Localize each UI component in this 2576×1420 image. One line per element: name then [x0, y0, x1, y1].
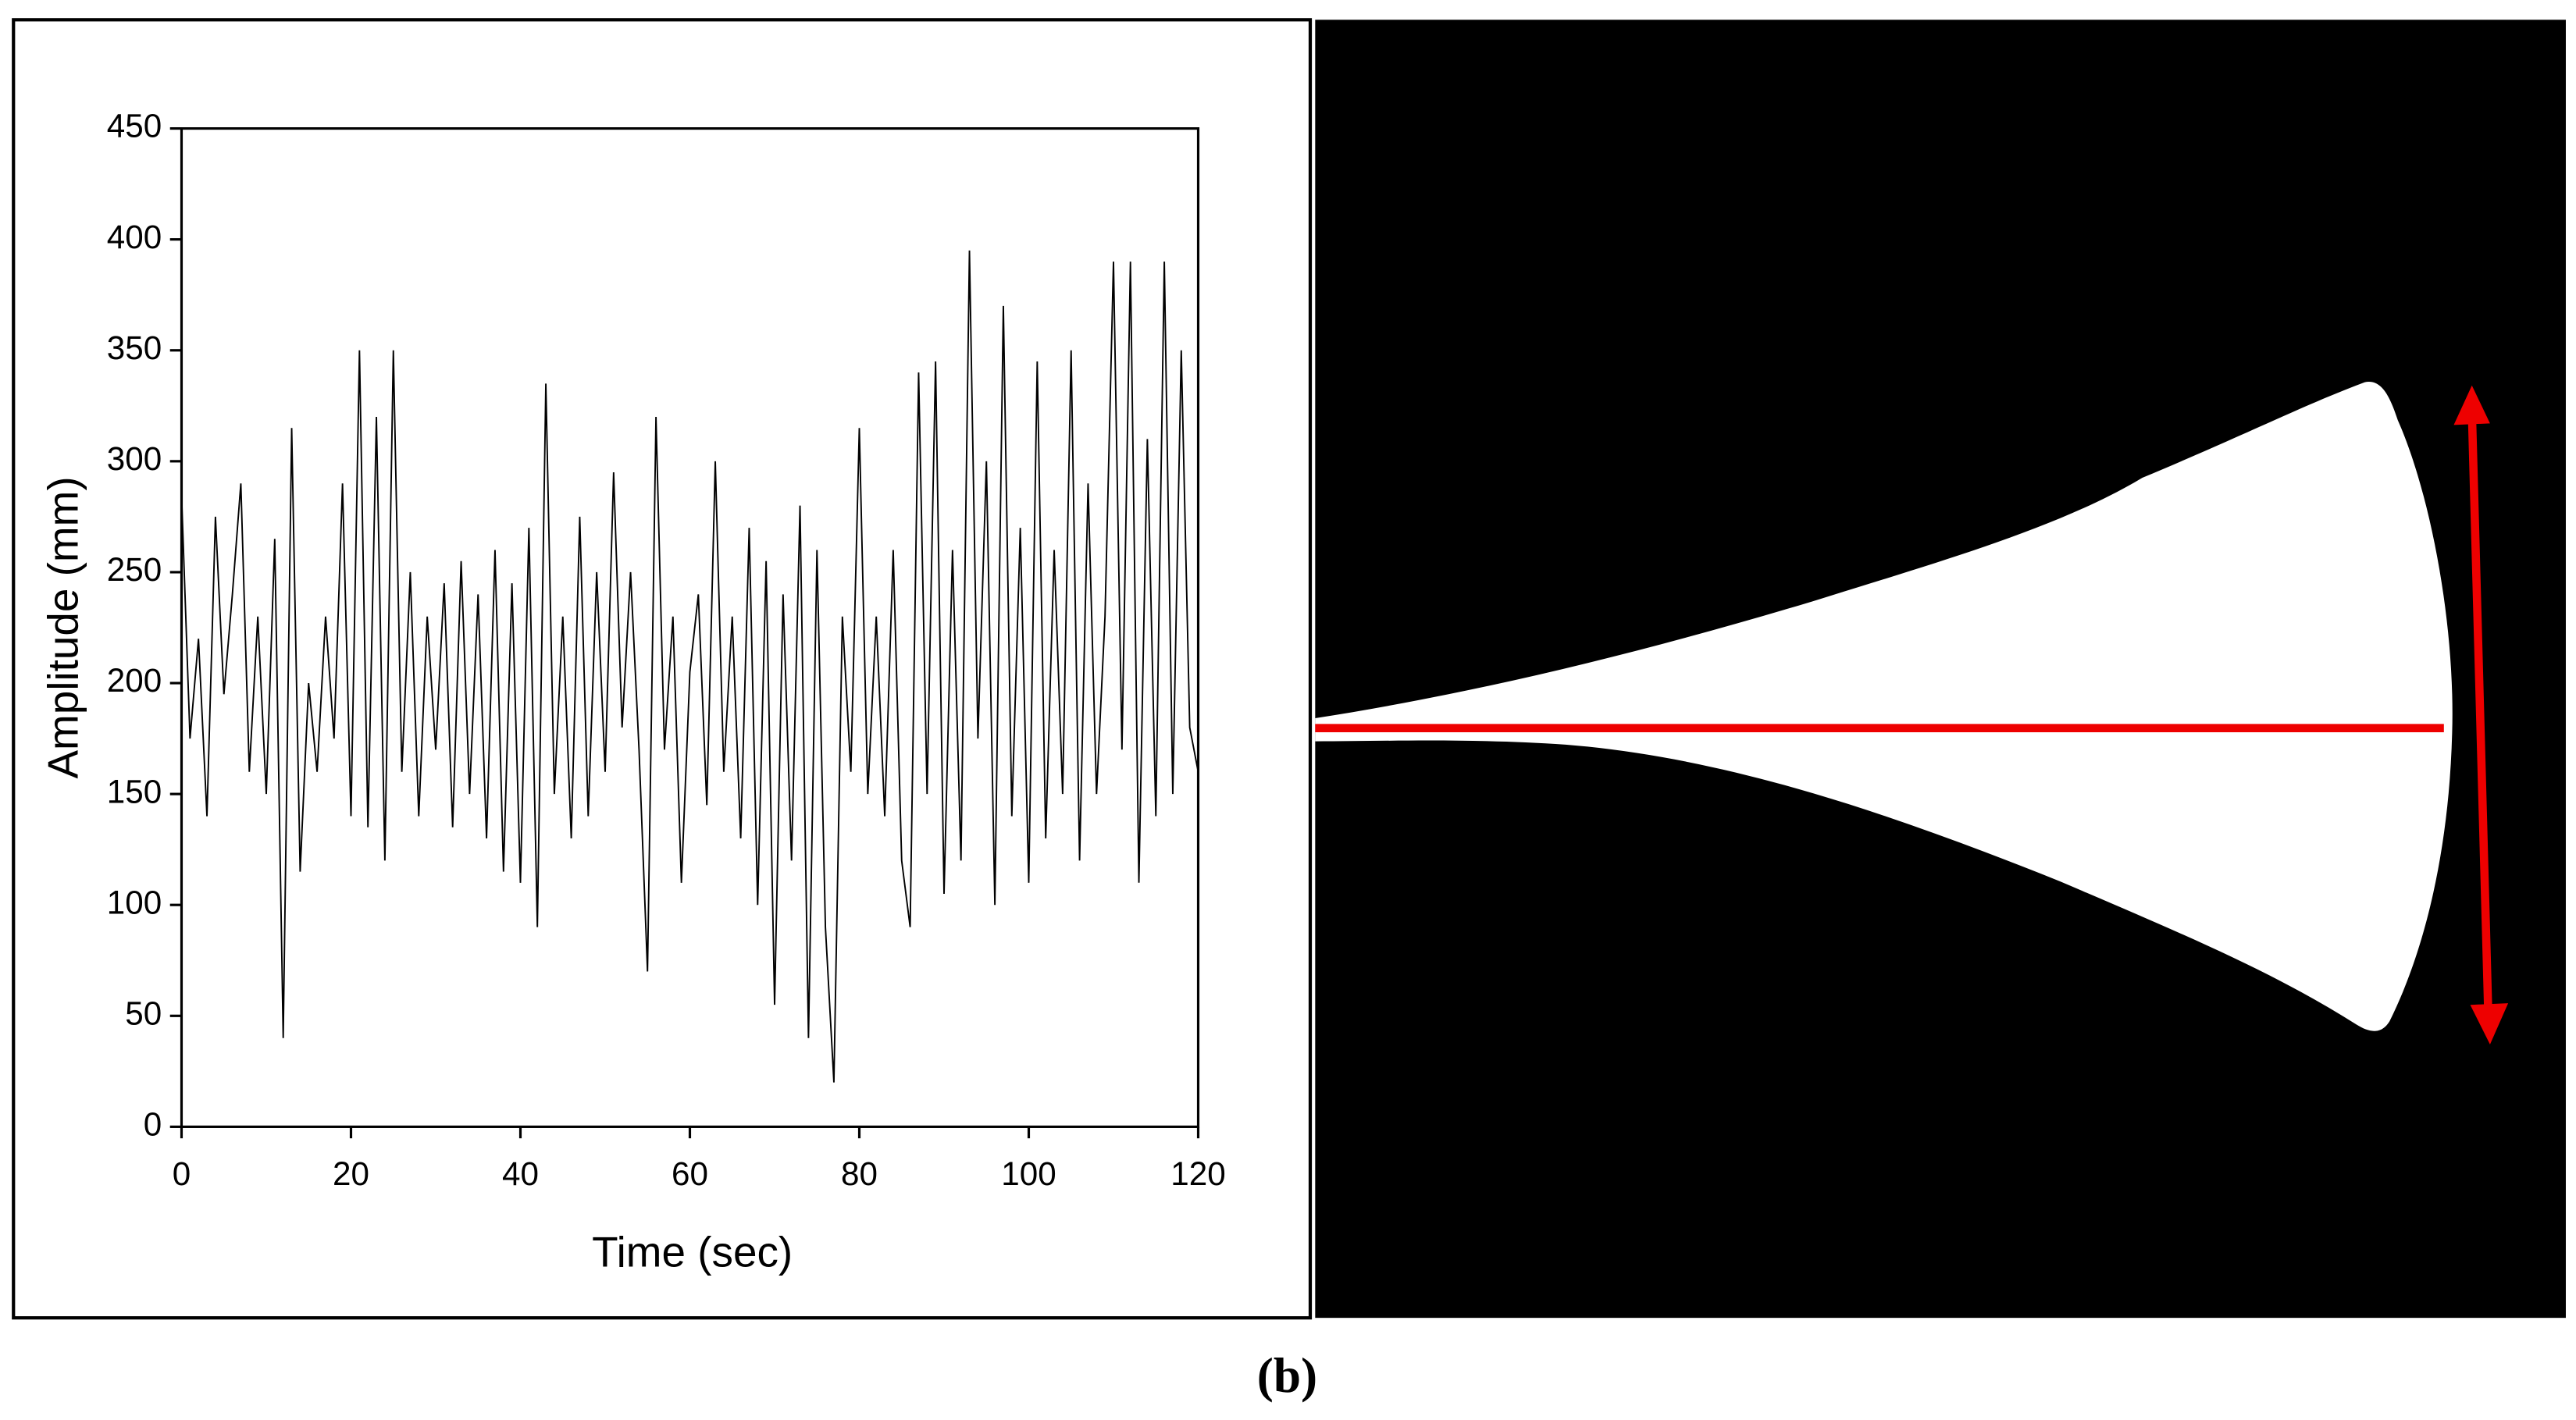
x-tick-label: 40 [502, 1155, 539, 1192]
data-line [180, 250, 1199, 1083]
y-tick-label: 250 [107, 551, 162, 588]
x-tick-label: 0 [173, 1155, 191, 1192]
arrow-head-top [2453, 385, 2490, 425]
fan-shape [1315, 382, 2453, 1031]
red-arrow-line [2467, 411, 2493, 1019]
y-axis-label: Amplitude (mm) [38, 476, 87, 778]
x-tick-label: 20 [333, 1155, 369, 1192]
y-tick-label: 200 [107, 662, 162, 699]
y-tick-label: 150 [107, 773, 162, 810]
x-tick-label: 60 [672, 1155, 708, 1192]
arrow-head-bottom [2470, 1003, 2509, 1045]
x-tick-label: 80 [841, 1155, 878, 1192]
y-tick-label: 50 [125, 995, 162, 1031]
y-tick-label: 450 [107, 108, 162, 144]
x-tick-label: 120 [1170, 1155, 1225, 1192]
x-tick-label: 100 [1001, 1155, 1056, 1192]
caption: (b) [1257, 1348, 1317, 1403]
y-tick-label: 300 [107, 440, 162, 477]
y-tick-label: 0 [144, 1106, 162, 1143]
y-tick-label: 350 [107, 329, 162, 366]
y-tick-label: 400 [107, 219, 162, 255]
y-tick-label: 100 [107, 884, 162, 920]
x-axis-label: Time (sec) [592, 1227, 793, 1276]
